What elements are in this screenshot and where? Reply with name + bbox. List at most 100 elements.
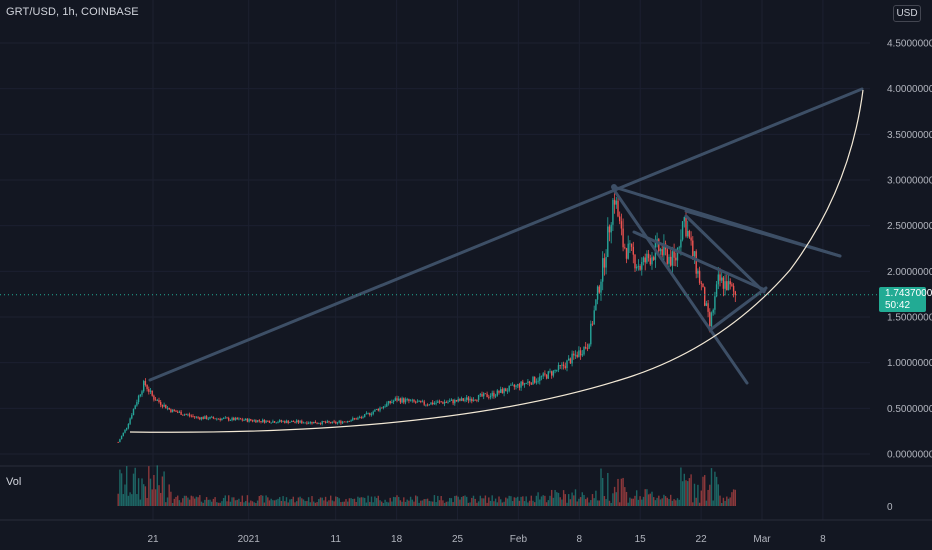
- trendline-descending-c[interactable]: [684, 214, 766, 294]
- volume-bar: [415, 495, 417, 506]
- candle-body: [600, 281, 602, 293]
- volume-bar: [681, 481, 684, 506]
- volume-bar: [619, 502, 621, 506]
- candle-body: [595, 299, 597, 311]
- candle-body: [472, 399, 475, 402]
- candle-body: [287, 420, 289, 423]
- candle-body: [328, 421, 330, 423]
- candle-body: [697, 270, 699, 274]
- candle-body: [585, 346, 587, 349]
- trendline-second-peak[interactable]: [684, 209, 842, 258]
- candle-body: [156, 400, 158, 401]
- volume-bar: [710, 468, 713, 506]
- currency-button[interactable]: USD: [893, 5, 921, 22]
- candle-body: [120, 435, 123, 440]
- volume-bar: [245, 501, 247, 506]
- volume-bar: [724, 500, 726, 506]
- candle-body: [494, 395, 497, 397]
- candle-body: [205, 416, 208, 420]
- volume-bar: [588, 502, 590, 506]
- volume-bar: [460, 496, 463, 506]
- candle-body: [415, 401, 417, 403]
- volume-bar: [175, 496, 177, 506]
- volume-bar: [673, 499, 675, 506]
- candle-body: [165, 404, 167, 409]
- volume-bar: [556, 492, 558, 506]
- candle-body: [544, 373, 546, 375]
- x-tick-label: Mar: [753, 534, 771, 545]
- trendline-descending-a[interactable]: [612, 188, 749, 385]
- volume-bar: [455, 495, 458, 506]
- candle-body: [680, 239, 682, 248]
- candle-body: [192, 416, 194, 417]
- countdown-timer: 50:42: [885, 300, 911, 311]
- volume-bar: [562, 490, 565, 506]
- symbol-title[interactable]: GRT/USD, 1h, COINBASE: [6, 6, 139, 18]
- x-tick-label: 15: [635, 534, 647, 545]
- volume-bar: [289, 499, 291, 506]
- volume-bar: [656, 497, 658, 506]
- candle-body: [357, 417, 359, 420]
- candle-body: [296, 420, 298, 423]
- candle-body: [523, 383, 526, 385]
- volume-bar: [469, 502, 471, 506]
- candle-body: [593, 310, 595, 325]
- volume-bar: [418, 502, 420, 506]
- volume-bar: [513, 497, 515, 506]
- candle-body: [670, 256, 672, 266]
- volume-bar: [481, 498, 483, 506]
- candle-body: [520, 381, 522, 388]
- candle-body: [177, 411, 179, 413]
- volume-bar: [294, 502, 296, 506]
- volume-bar: [707, 489, 709, 506]
- volume-bar: [731, 492, 733, 506]
- volume-bar: [404, 501, 407, 506]
- parabolic-curve[interactable]: [129, 89, 864, 433]
- candle-body: [503, 388, 505, 394]
- drawings[interactable]: [0, 87, 877, 433]
- candle-body: [173, 409, 175, 411]
- candle-body: [285, 420, 288, 423]
- candle-body: [445, 401, 447, 403]
- volume-bar: [583, 494, 585, 506]
- candle-body: [387, 401, 390, 404]
- volume-bar: [246, 495, 249, 506]
- time-axis[interactable]: 21 2021 11 18 25 Feb 8 15 22 Mar 8: [147, 534, 826, 545]
- volume-bar: [222, 497, 225, 506]
- volume-bar: [530, 495, 532, 506]
- candle-body: [372, 411, 374, 414]
- candle-body: [262, 419, 264, 422]
- volume-bar: [442, 500, 444, 506]
- volume-bar: [484, 495, 487, 506]
- volume-bar: [165, 502, 167, 506]
- candle-body: [129, 418, 131, 424]
- trendline-main[interactable]: [148, 87, 864, 382]
- trendline-descending-b[interactable]: [632, 230, 767, 292]
- volume-bar: [158, 485, 160, 506]
- candle-body: [642, 257, 645, 263]
- grid: [0, 0, 932, 521]
- candle-body: [148, 389, 150, 392]
- trendline-support[interactable]: [708, 286, 768, 332]
- candle-body: [377, 408, 379, 411]
- volume-bar: [183, 495, 186, 506]
- volume-bar: [483, 498, 485, 506]
- volume-bar: [671, 500, 674, 506]
- candle-body: [588, 344, 590, 349]
- candle-body: [221, 418, 223, 421]
- volume-bar: [440, 496, 442, 506]
- volume-bar: [579, 497, 582, 506]
- candle-body: [571, 353, 573, 364]
- candle-body: [265, 420, 267, 423]
- candle-body: [484, 393, 487, 395]
- volume-axis-zero: 0: [887, 502, 893, 513]
- candle-body: [153, 395, 155, 400]
- volume-bar: [654, 500, 657, 506]
- volume-bar: [398, 496, 400, 506]
- volume-bar: [267, 497, 269, 506]
- drawing-anchor[interactable]: [611, 184, 617, 190]
- volume-bar: [212, 498, 215, 506]
